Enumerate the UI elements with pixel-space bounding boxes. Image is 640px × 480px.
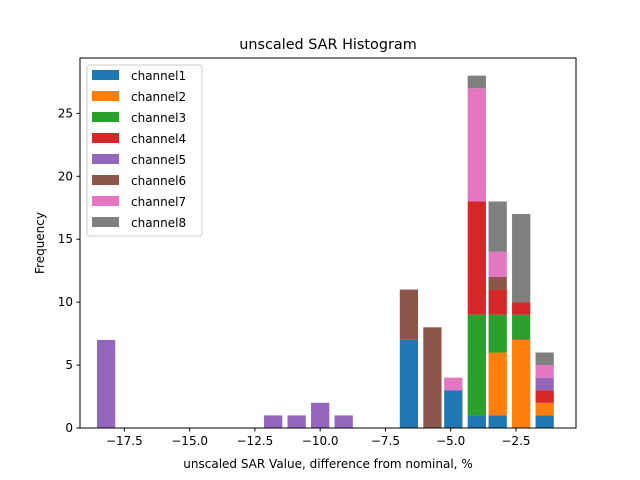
legend-swatch-channel5: [92, 154, 119, 164]
bar-channel1-bin-9: [488, 415, 507, 428]
bar-channel6-bin-5: [399, 289, 419, 340]
bar-channel8-bin-10: [512, 214, 531, 303]
bar-channel4-bin-9: [488, 289, 507, 315]
bar-channel5-bin-2: [287, 415, 306, 428]
x-tick-label: −15.0: [171, 434, 208, 448]
bar-channel6-bin-9: [488, 276, 507, 290]
bar-channel6-bin-6: [423, 327, 442, 428]
bar-channel2-bin-11: [535, 402, 554, 416]
y-tick-label: 15: [58, 232, 73, 246]
x-tick-label: −7.5: [371, 434, 400, 448]
x-axis-ticks: −17.5 −15.0 −12.5 −10.0 −7.5 −5.0 −2.5: [106, 428, 531, 448]
y-tick-label: 0: [65, 421, 73, 435]
bar-channel3-bin-9: [488, 314, 507, 353]
bar-channel8-bin-8: [467, 75, 486, 89]
y-tick-label: 10: [58, 295, 73, 309]
bar-channel2-bin-9: [488, 352, 507, 416]
bar-channel5-bin-4: [334, 415, 353, 428]
legend-label-channel5: channel5: [131, 153, 186, 167]
x-axis-label: unscaled SAR Value, difference from nomi…: [183, 457, 472, 471]
legend-swatch-channel7: [92, 196, 119, 206]
legend-label-channel7: channel7: [131, 195, 186, 209]
x-tick-label: −10.0: [302, 434, 339, 448]
bar-channel7-bin-9: [488, 251, 507, 277]
legend: channel1 channel2 channel3 channel4 channel5…: [86, 64, 203, 237]
legend-label-channel3: channel3: [131, 111, 186, 125]
y-axis-label: Frequency: [33, 212, 47, 274]
bar-channel5-bin-3: [311, 402, 330, 428]
bar-channel7-bin-8: [467, 88, 486, 202]
bar-channel5-bin-1: [264, 415, 283, 428]
bar-channel8-bin-9: [488, 201, 507, 252]
legend-swatch-channel8: [92, 217, 119, 227]
legend-swatch-channel4: [92, 133, 119, 143]
legend-label-channel4: channel4: [131, 132, 186, 146]
bar-channel1-bin-11: [535, 415, 554, 428]
y-axis-ticks: 0 5 10 15 20 25: [58, 106, 80, 435]
bar-channel3-bin-10: [512, 314, 531, 340]
y-tick-label: 5: [65, 358, 73, 372]
bar-channel7-bin-7: [444, 377, 463, 391]
x-tick-label: −5.0: [436, 434, 465, 448]
legend-swatch-channel3: [92, 112, 119, 122]
bar-channel4-bin-8: [467, 201, 486, 315]
bar-channel5-bin-11: [535, 377, 554, 391]
chart-title: unscaled SAR Histogram: [239, 37, 417, 53]
bar-channel4-bin-10: [512, 302, 531, 315]
bar-channel5-bin-0: [96, 339, 116, 428]
legend-frame: [86, 64, 203, 237]
bar-channel4-bin-11: [535, 390, 554, 403]
legend-label-channel2: channel2: [131, 90, 186, 104]
legend-label-channel1: channel1: [131, 69, 186, 83]
x-tick-label: −12.5: [237, 434, 274, 448]
legend-swatch-channel2: [92, 91, 119, 101]
legend-label-channel8: channel8: [131, 216, 186, 230]
y-tick-label: 25: [58, 106, 73, 120]
legend-swatch-channel1: [92, 70, 119, 80]
bar-channel7-bin-11: [535, 365, 554, 378]
legend-swatch-channel6: [92, 175, 119, 185]
y-tick-label: 20: [58, 169, 73, 183]
legend-label-channel6: channel6: [131, 174, 186, 188]
bars-group: [96, 75, 554, 428]
x-tick-label: −17.5: [106, 434, 143, 448]
bar-channel1-bin-8: [467, 415, 486, 428]
plot-area-frame: [79, 57, 577, 429]
bar-channel2-bin-10: [512, 339, 531, 428]
bar-channel1-bin-5: [399, 339, 419, 428]
bar-channel1-bin-7: [444, 390, 463, 428]
x-tick-label: −2.5: [501, 434, 530, 448]
bar-channel8-bin-11: [535, 352, 554, 366]
bar-channel3-bin-8: [467, 314, 486, 416]
